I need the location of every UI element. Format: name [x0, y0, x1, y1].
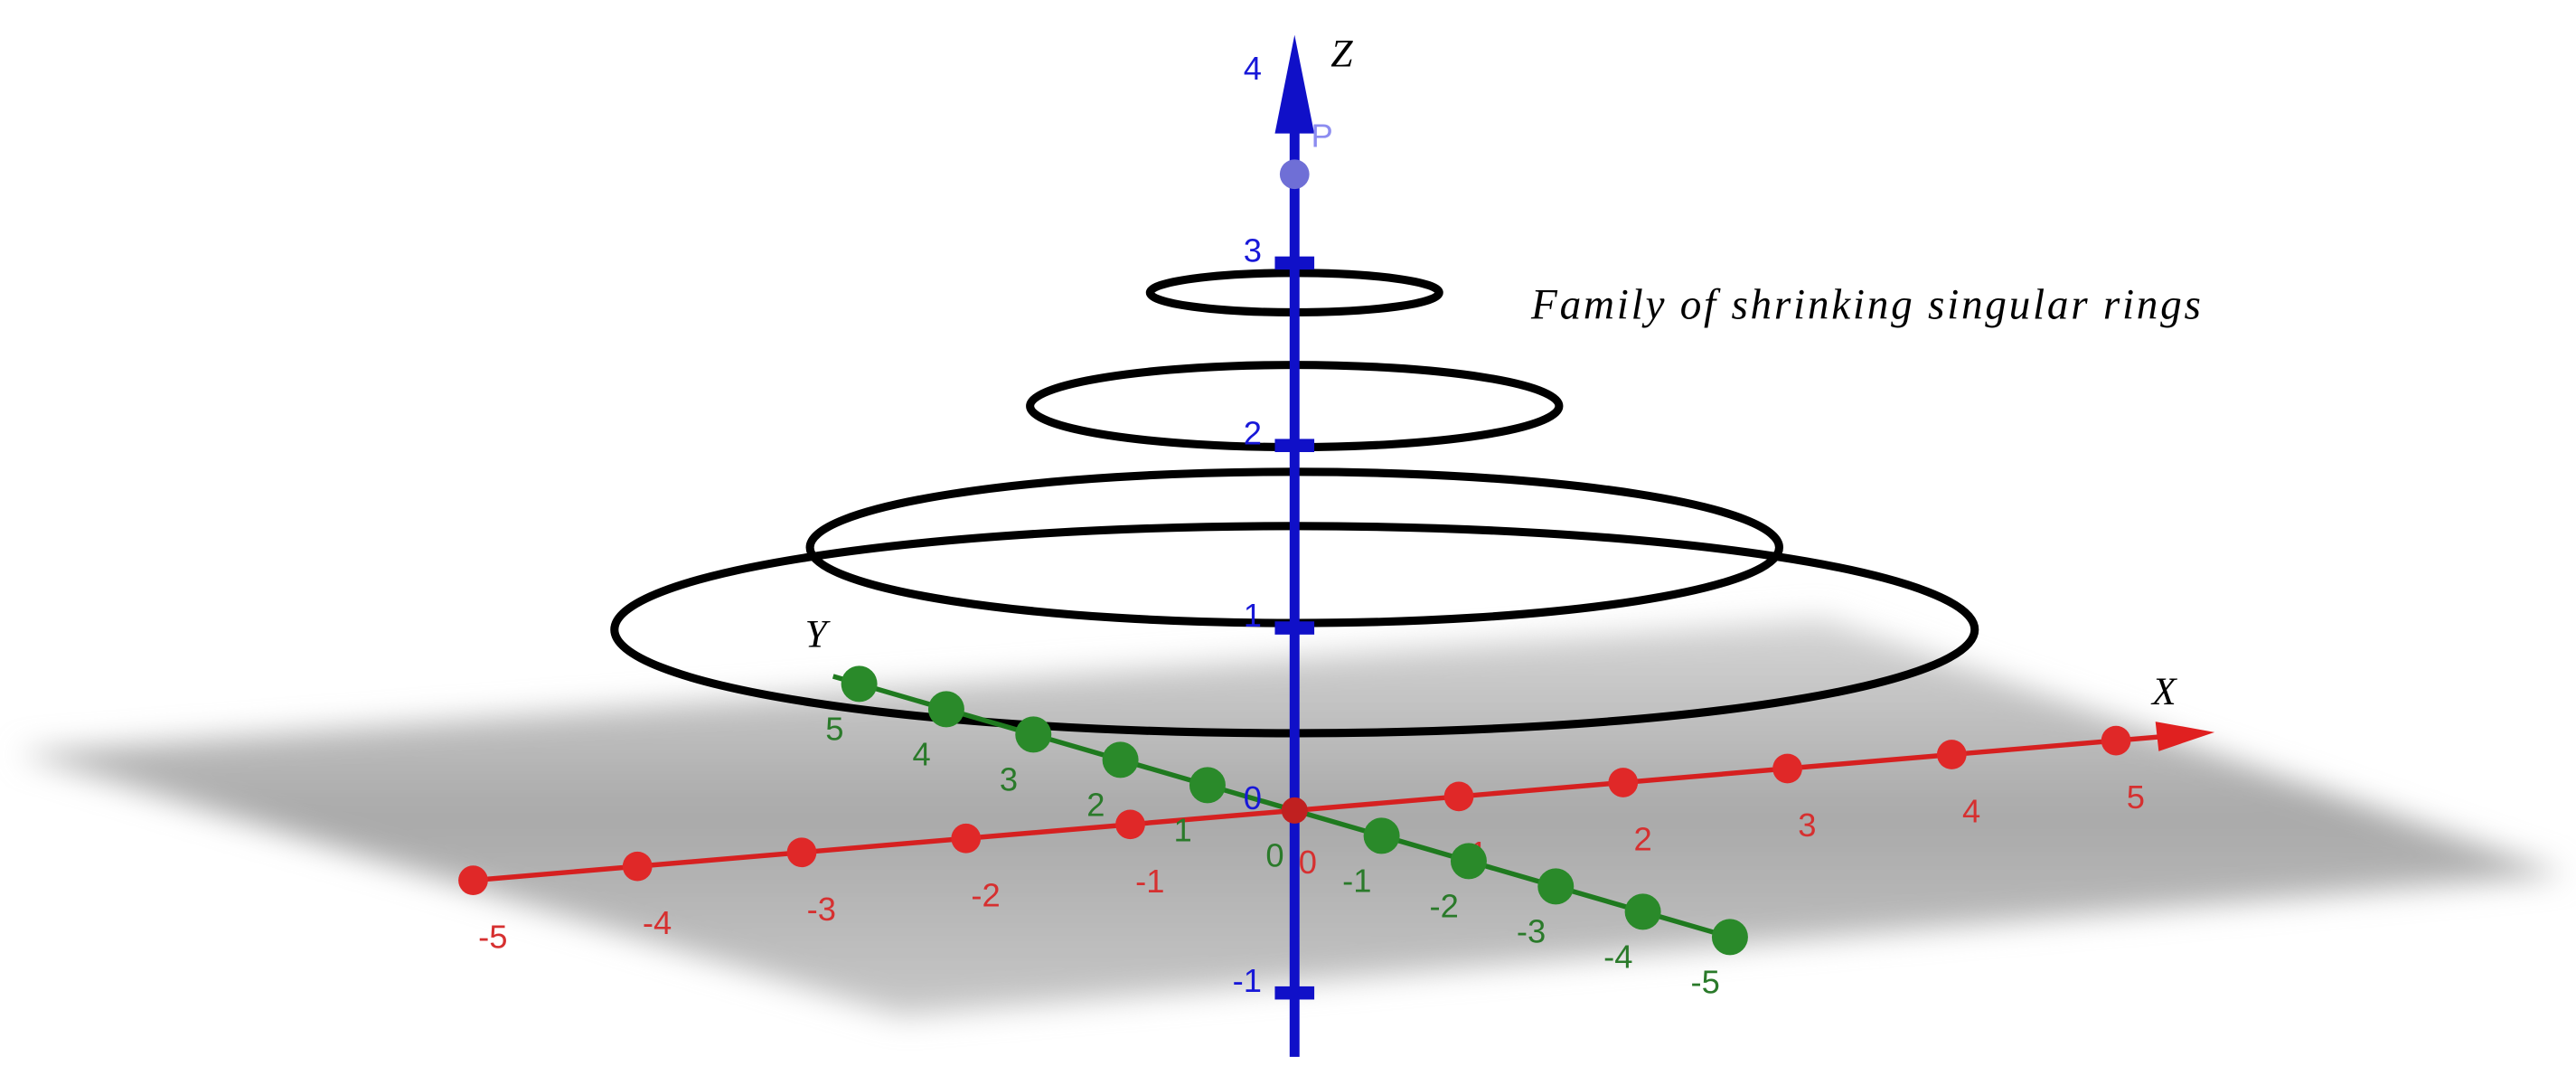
- y-tick: [927, 691, 964, 728]
- y-tick: [1102, 741, 1139, 778]
- x-tick-label: 0: [1299, 844, 1317, 881]
- x-tick: [1772, 753, 1802, 784]
- z-tick: [1274, 986, 1315, 1000]
- y-tick-label: 0: [1265, 837, 1283, 874]
- z-tick-label: 3: [1244, 232, 1262, 269]
- y-tick: [1537, 868, 1575, 905]
- x-arrow: [2155, 722, 2215, 751]
- z-tick: [1274, 621, 1315, 635]
- y-tick: [1363, 817, 1400, 854]
- caption: Family of shrinking singular rings: [1530, 282, 2204, 329]
- x-tick-label: 5: [2127, 778, 2145, 816]
- x-axis-name: X: [2150, 670, 2178, 713]
- x-tick-label: -5: [478, 919, 507, 956]
- y-tick: [1711, 919, 1748, 956]
- y-tick-label: 5: [825, 711, 843, 748]
- x-tick: [786, 837, 817, 868]
- x-axis: [473, 733, 2166, 883]
- z-tick-label: 2: [1244, 414, 1262, 451]
- x-tick: [1936, 740, 1967, 769]
- x-tick-label: 2: [1633, 821, 1651, 858]
- z-arrow: [1274, 34, 1315, 134]
- x-tick: [951, 823, 982, 854]
- z-tick-label: 0: [1244, 779, 1262, 816]
- y-tick: [1189, 767, 1226, 804]
- x-tick-label: 3: [1798, 807, 1816, 844]
- y-tick-label: -5: [1691, 964, 1720, 1001]
- x-tick-label: 4: [1962, 793, 1980, 830]
- z-tick-label: -1: [1233, 962, 1262, 999]
- y-axis: [832, 674, 1731, 939]
- x-tick: [1115, 809, 1145, 840]
- z-tick: [1274, 439, 1315, 452]
- y-axis-name: Y: [805, 612, 832, 656]
- x-tick: [1443, 781, 1474, 812]
- y-tick-label: -1: [1342, 863, 1371, 900]
- y-tick: [1624, 893, 1661, 930]
- x-tick-label: -2: [971, 876, 1000, 913]
- x-tick-label: -1: [1135, 863, 1164, 900]
- x-tick: [622, 851, 653, 882]
- y-tick-label: 2: [1086, 787, 1105, 824]
- y-tick-label: 4: [913, 736, 931, 773]
- y-tick-label: -3: [1517, 913, 1546, 950]
- z-tick-label: 1: [1244, 597, 1262, 634]
- y-tick-label: -2: [1430, 888, 1459, 925]
- y-tick: [1450, 843, 1487, 880]
- y-tick-label: -4: [1603, 939, 1632, 976]
- y-tick: [841, 665, 878, 703]
- y-tick: [1015, 716, 1052, 753]
- z-axis-name: Z: [1330, 33, 1353, 76]
- x-tick: [458, 865, 488, 895]
- origin: [1281, 797, 1308, 824]
- x-tick: [2101, 725, 2131, 756]
- z-tick-label: 4: [1244, 50, 1262, 87]
- y-tick-label: 1: [1174, 812, 1192, 849]
- x-tick-label: -4: [643, 904, 672, 941]
- x-tick-label: -3: [807, 891, 836, 928]
- z-tick: [1274, 256, 1315, 270]
- y-tick-label: 3: [1000, 761, 1018, 798]
- point-label: P: [1311, 117, 1332, 154]
- point-p: [1279, 159, 1310, 190]
- x-tick: [1608, 768, 1639, 797]
